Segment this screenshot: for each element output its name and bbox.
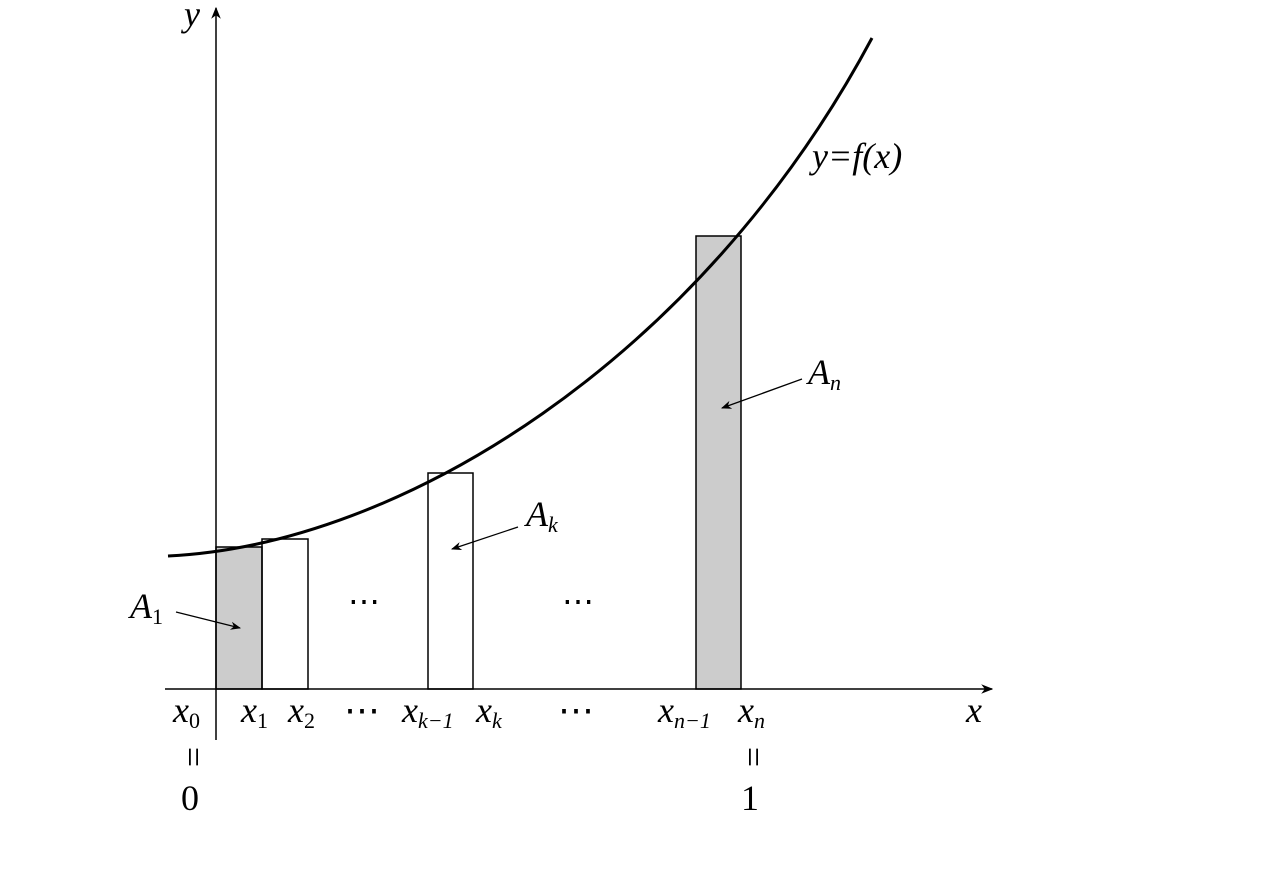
rect-an [695,235,742,690]
curve-label: y=f(x) [809,136,902,176]
x-label-sub: k−1 [418,708,454,733]
curve [167,37,874,558]
equals: = [174,747,214,767]
area-main: A [524,494,549,534]
x-label: x2 [287,690,315,733]
x-axis-label: x [965,690,982,730]
equals: = [734,747,774,767]
x-label-main: x [657,690,674,730]
x-label-main: x [475,690,492,730]
area-label: Ak [524,494,559,537]
x-label-main: ⋯ [558,690,594,730]
x-label-main: ⋯ [344,690,380,730]
x-label: ⋯ [558,690,594,730]
x-label-sub: n−1 [674,708,711,733]
x-label: xk−1 [401,690,454,733]
x-label: xn−1 [657,690,711,733]
x-label-sub: k [492,708,503,733]
x-label: xn [737,690,765,733]
x-label-main: x [737,690,754,730]
area-label: An [806,352,841,395]
x-label-sub: 2 [304,708,315,733]
rect-a1 [215,546,263,690]
dots: ⋯ [562,583,594,619]
x-label: x0 [172,690,200,733]
area-main: A [128,586,153,626]
area-label: A1 [128,586,163,629]
rect-2 [261,538,309,690]
x-label: xk [475,690,503,733]
arrow-ak [451,526,519,550]
arrow-a1 [175,611,242,630]
x-labels: x0 x1 x2 ⋯ xk−1 xk ⋯ xn−1 xn [172,690,765,733]
x-label-main: x [172,690,189,730]
x-label-main: x [240,690,257,730]
x-label-sub: n [754,708,765,733]
x-label-main: x [401,690,418,730]
arrow-an [721,378,803,409]
dots: ⋯ [348,583,380,619]
rect-ak [427,472,474,690]
area-sub: 1 [152,604,163,629]
x-label: ⋯ [344,690,380,730]
x-label-main: x [287,690,304,730]
x-label-sub: 1 [257,708,268,733]
area-sub: k [548,512,559,537]
x-label-sub: 0 [189,708,200,733]
endpoint: 0 [181,778,199,818]
x-label: x1 [240,690,268,733]
endpoint: 1 [741,778,759,818]
y-axis-label: y [181,0,200,34]
area-sub: n [830,370,841,395]
area-main: A [806,352,831,392]
